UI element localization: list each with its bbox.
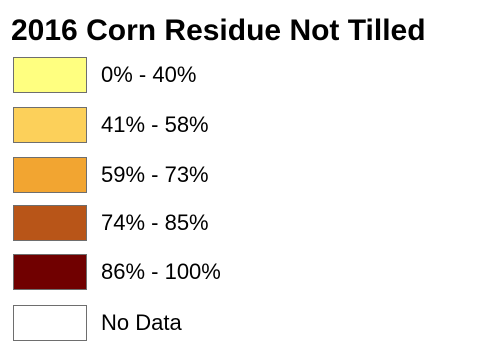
legend-item-59-73: 59% - 73% <box>13 157 473 193</box>
legend-label-74-85: 74% - 85% <box>101 210 209 235</box>
legend-swatch-0-40 <box>13 57 87 93</box>
legend-swatch-41-58 <box>13 107 87 143</box>
legend-swatch-59-73 <box>13 157 87 193</box>
legend-label-86-100: 86% - 100% <box>101 259 221 284</box>
legend-swatch-no-data <box>13 305 87 341</box>
legend-label-59-73: 59% - 73% <box>101 162 209 187</box>
legend-item-74-85: 74% - 85% <box>13 205 473 241</box>
legend-swatch-74-85 <box>13 205 87 241</box>
legend-item-no-data: No Data <box>13 305 473 341</box>
legend-item-86-100: 86% - 100% <box>13 254 473 290</box>
legend-label-0-40: 0% - 40% <box>101 62 197 87</box>
legend-item-0-40: 0% - 40% <box>13 57 473 93</box>
legend-title: 2016 Corn Residue Not Tilled <box>11 14 426 47</box>
legend-item-41-58: 41% - 58% <box>13 107 473 143</box>
legend-swatch-86-100 <box>13 254 87 290</box>
legend-label-41-58: 41% - 58% <box>101 112 209 137</box>
legend-label-no-data: No Data <box>101 310 182 335</box>
